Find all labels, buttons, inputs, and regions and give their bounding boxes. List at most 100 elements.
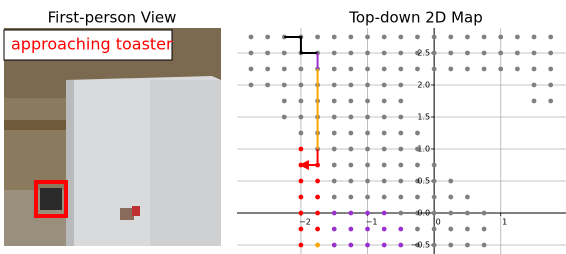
point (348, 67, 353, 72)
point (332, 211, 337, 216)
point (265, 35, 270, 40)
point (398, 83, 403, 88)
point (432, 227, 437, 232)
point (382, 83, 387, 88)
point (448, 51, 453, 56)
point (482, 67, 487, 72)
point (482, 211, 487, 216)
point (515, 35, 520, 40)
y-tick-label: −0.5 (411, 241, 430, 250)
chart-title: Top-down 2D Map (348, 9, 482, 27)
point (249, 67, 254, 72)
point (448, 195, 453, 200)
point (548, 35, 553, 40)
point (382, 67, 387, 72)
point (249, 35, 254, 40)
point (382, 131, 387, 136)
point (465, 227, 470, 232)
point (382, 115, 387, 120)
point (515, 51, 520, 56)
point (498, 67, 503, 72)
point (365, 243, 370, 248)
point (482, 243, 487, 248)
point (465, 35, 470, 40)
point (299, 131, 304, 136)
x-tick-label: −2 (299, 218, 311, 227)
x-tick-label: −1 (366, 218, 378, 227)
point (465, 51, 470, 56)
point (465, 67, 470, 72)
path-line (284, 37, 317, 53)
point (299, 195, 304, 200)
point (432, 195, 437, 200)
point (299, 147, 304, 152)
point (382, 179, 387, 184)
point (315, 195, 320, 200)
point (348, 147, 353, 152)
point (348, 163, 353, 168)
point (315, 227, 320, 232)
point (348, 131, 353, 136)
point (282, 51, 287, 56)
point (382, 163, 387, 168)
point (365, 99, 370, 104)
point (348, 35, 353, 40)
point (332, 83, 337, 88)
point (448, 179, 453, 184)
point (365, 211, 370, 216)
point (365, 163, 370, 168)
point (482, 227, 487, 232)
point (348, 51, 353, 56)
point (398, 99, 403, 104)
point (532, 83, 537, 88)
point (382, 227, 387, 232)
point (432, 163, 437, 168)
point (382, 211, 387, 216)
point (365, 51, 370, 56)
point (398, 51, 403, 56)
point (398, 227, 403, 232)
point (415, 131, 420, 136)
point (265, 83, 270, 88)
point (332, 227, 337, 232)
point (249, 83, 254, 88)
point (365, 35, 370, 40)
point (515, 67, 520, 72)
point (432, 35, 437, 40)
point (415, 35, 420, 40)
point (332, 67, 337, 72)
point (432, 179, 437, 184)
point (332, 243, 337, 248)
point (348, 179, 353, 184)
x-tick-label: 0 (436, 218, 441, 227)
point (432, 67, 437, 72)
y-tick-label: 1.0 (417, 145, 430, 154)
point (315, 35, 320, 40)
point (498, 51, 503, 56)
point (332, 131, 337, 136)
point (448, 211, 453, 216)
point (398, 67, 403, 72)
point (548, 67, 553, 72)
point (448, 35, 453, 40)
point (348, 243, 353, 248)
status-label: approaching toaster (11, 35, 173, 54)
point (415, 163, 420, 168)
point (265, 67, 270, 72)
point (282, 115, 287, 120)
point (332, 115, 337, 120)
point (382, 147, 387, 152)
point (299, 67, 304, 72)
point (498, 35, 503, 40)
point (398, 115, 403, 120)
y-tick-label: 2.0 (417, 80, 430, 89)
panel-title: First-person View (48, 9, 177, 27)
point (365, 83, 370, 88)
point (448, 243, 453, 248)
point (282, 67, 287, 72)
point (415, 67, 420, 72)
point (398, 131, 403, 136)
x-tick-label: 1 (502, 218, 507, 227)
point (332, 51, 337, 56)
point (482, 51, 487, 56)
